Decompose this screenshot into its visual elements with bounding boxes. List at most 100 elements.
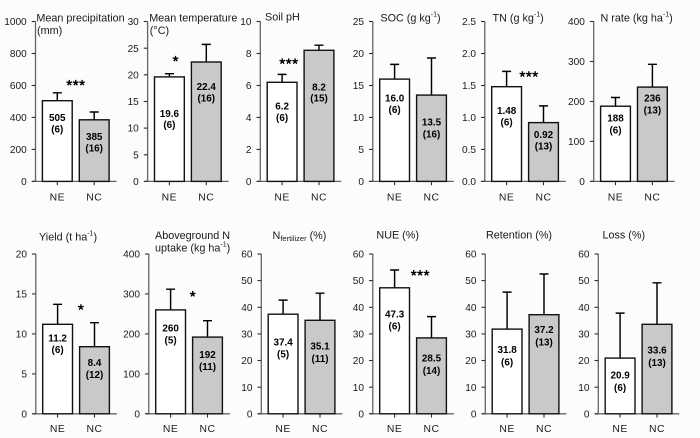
svg-text:60: 60 [578, 250, 590, 261]
svg-text:192: 192 [199, 350, 216, 361]
svg-text:22.4: 22.4 [197, 82, 217, 93]
svg-text:(6): (6) [389, 105, 401, 116]
svg-text:400: 400 [568, 17, 585, 28]
svg-text:20: 20 [16, 250, 28, 261]
svg-text:31.8: 31.8 [497, 345, 517, 356]
svg-text:30: 30 [578, 330, 590, 341]
svg-text:8: 8 [246, 49, 252, 60]
svg-text:50: 50 [465, 276, 477, 287]
svg-text:5: 5 [358, 145, 364, 156]
svg-text:Aboveground N: Aboveground N [155, 230, 230, 242]
svg-text:800: 800 [10, 49, 27, 60]
svg-text:400: 400 [10, 113, 27, 124]
svg-text:uptake (kg ha-1): uptake (kg ha-1) [155, 242, 230, 255]
svg-text:10: 10 [240, 17, 252, 28]
svg-text:NE: NE [608, 193, 623, 204]
svg-text:(11): (11) [199, 362, 216, 373]
svg-text:25: 25 [128, 44, 140, 55]
svg-text:NC: NC [86, 193, 102, 204]
svg-text:NC: NC [423, 424, 439, 435]
svg-text:0: 0 [247, 409, 253, 420]
svg-text:50: 50 [241, 276, 253, 287]
svg-text:NC: NC [198, 193, 214, 204]
svg-text:NC: NC [311, 193, 327, 204]
svg-text:(5): (5) [277, 350, 289, 361]
svg-text:0: 0 [471, 409, 477, 420]
svg-text:20: 20 [353, 49, 365, 60]
svg-text:NC: NC [423, 193, 439, 204]
svg-text:505: 505 [49, 113, 66, 124]
svg-text:15: 15 [353, 81, 365, 92]
svg-text:(6): (6) [163, 120, 175, 131]
svg-text:1.0: 1.0 [462, 113, 476, 124]
svg-text:8.2: 8.2 [312, 82, 326, 93]
svg-text:0: 0 [584, 409, 590, 420]
svg-text:(6): (6) [276, 113, 288, 124]
svg-text:NE: NE [612, 424, 627, 435]
svg-text:(6): (6) [51, 124, 63, 135]
svg-text:20: 20 [578, 356, 590, 367]
svg-text:(6): (6) [609, 126, 621, 137]
svg-text:0: 0 [358, 409, 364, 420]
svg-text:30: 30 [465, 330, 477, 341]
svg-text:19.6: 19.6 [160, 109, 180, 120]
svg-text:(15): (15) [310, 94, 328, 105]
svg-text:10: 10 [578, 383, 590, 394]
svg-text:35.1: 35.1 [310, 342, 330, 353]
svg-text:30: 30 [353, 330, 365, 341]
svg-text:11.2: 11.2 [48, 333, 67, 344]
svg-text:SOC (g kg-1): SOC (g kg-1) [380, 12, 440, 25]
svg-text:NE: NE [274, 193, 289, 204]
svg-text:NC: NC [649, 424, 665, 435]
svg-text:15: 15 [128, 97, 140, 108]
svg-text:NE: NE [275, 424, 290, 435]
svg-text:10: 10 [16, 330, 28, 341]
svg-text:0: 0 [246, 177, 252, 188]
svg-text:400: 400 [123, 250, 140, 261]
svg-text:10: 10 [353, 383, 365, 394]
svg-text:Nfertilizer (%): Nfertilizer (%) [273, 230, 327, 243]
svg-text:Yield (t ha-1): Yield (t ha-1) [39, 231, 97, 244]
svg-text:188: 188 [607, 114, 624, 125]
svg-text:6.2: 6.2 [275, 102, 289, 113]
svg-text:(13): (13) [644, 106, 662, 117]
svg-text:40: 40 [465, 303, 477, 314]
svg-text:2.0: 2.0 [462, 49, 476, 60]
svg-text:10: 10 [128, 124, 140, 135]
svg-text:40: 40 [353, 303, 365, 314]
svg-text:Soil pH: Soil pH [265, 12, 300, 24]
svg-text:(5): (5) [165, 335, 177, 346]
svg-text:30: 30 [241, 330, 253, 341]
svg-text:60: 60 [465, 250, 477, 261]
svg-text:0: 0 [579, 177, 585, 188]
svg-text:260: 260 [162, 324, 179, 335]
svg-text:100: 100 [568, 137, 585, 148]
svg-text:16.0: 16.0 [385, 94, 405, 105]
svg-text:NC: NC [644, 193, 660, 204]
svg-text:(6): (6) [52, 345, 64, 356]
svg-text:8.4: 8.4 [88, 358, 102, 369]
svg-text:60: 60 [241, 250, 253, 261]
svg-text:20.9: 20.9 [610, 370, 630, 381]
svg-text:300: 300 [568, 57, 585, 68]
svg-text:1.5: 1.5 [462, 81, 476, 92]
svg-text:2.5: 2.5 [462, 17, 476, 28]
svg-text:40: 40 [241, 303, 253, 314]
svg-text:37.4: 37.4 [273, 338, 293, 349]
svg-text:(16): (16) [423, 129, 441, 140]
svg-text:NC: NC [536, 424, 552, 435]
svg-text:NE: NE [50, 193, 65, 204]
svg-text:10: 10 [353, 113, 365, 124]
svg-text:NC: NC [312, 424, 328, 435]
svg-text:200: 200 [10, 145, 27, 156]
svg-text:33.6: 33.6 [647, 346, 667, 357]
svg-text:20: 20 [241, 356, 253, 367]
svg-text:NE: NE [162, 193, 177, 204]
svg-text:(6): (6) [501, 118, 513, 129]
svg-text:5: 5 [133, 150, 139, 161]
svg-text:NE: NE [387, 193, 402, 204]
svg-text:0.5: 0.5 [462, 145, 476, 156]
svg-text:0.0: 0.0 [462, 177, 476, 188]
svg-text:600: 600 [10, 81, 27, 92]
svg-text:(mm): (mm) [37, 25, 62, 37]
